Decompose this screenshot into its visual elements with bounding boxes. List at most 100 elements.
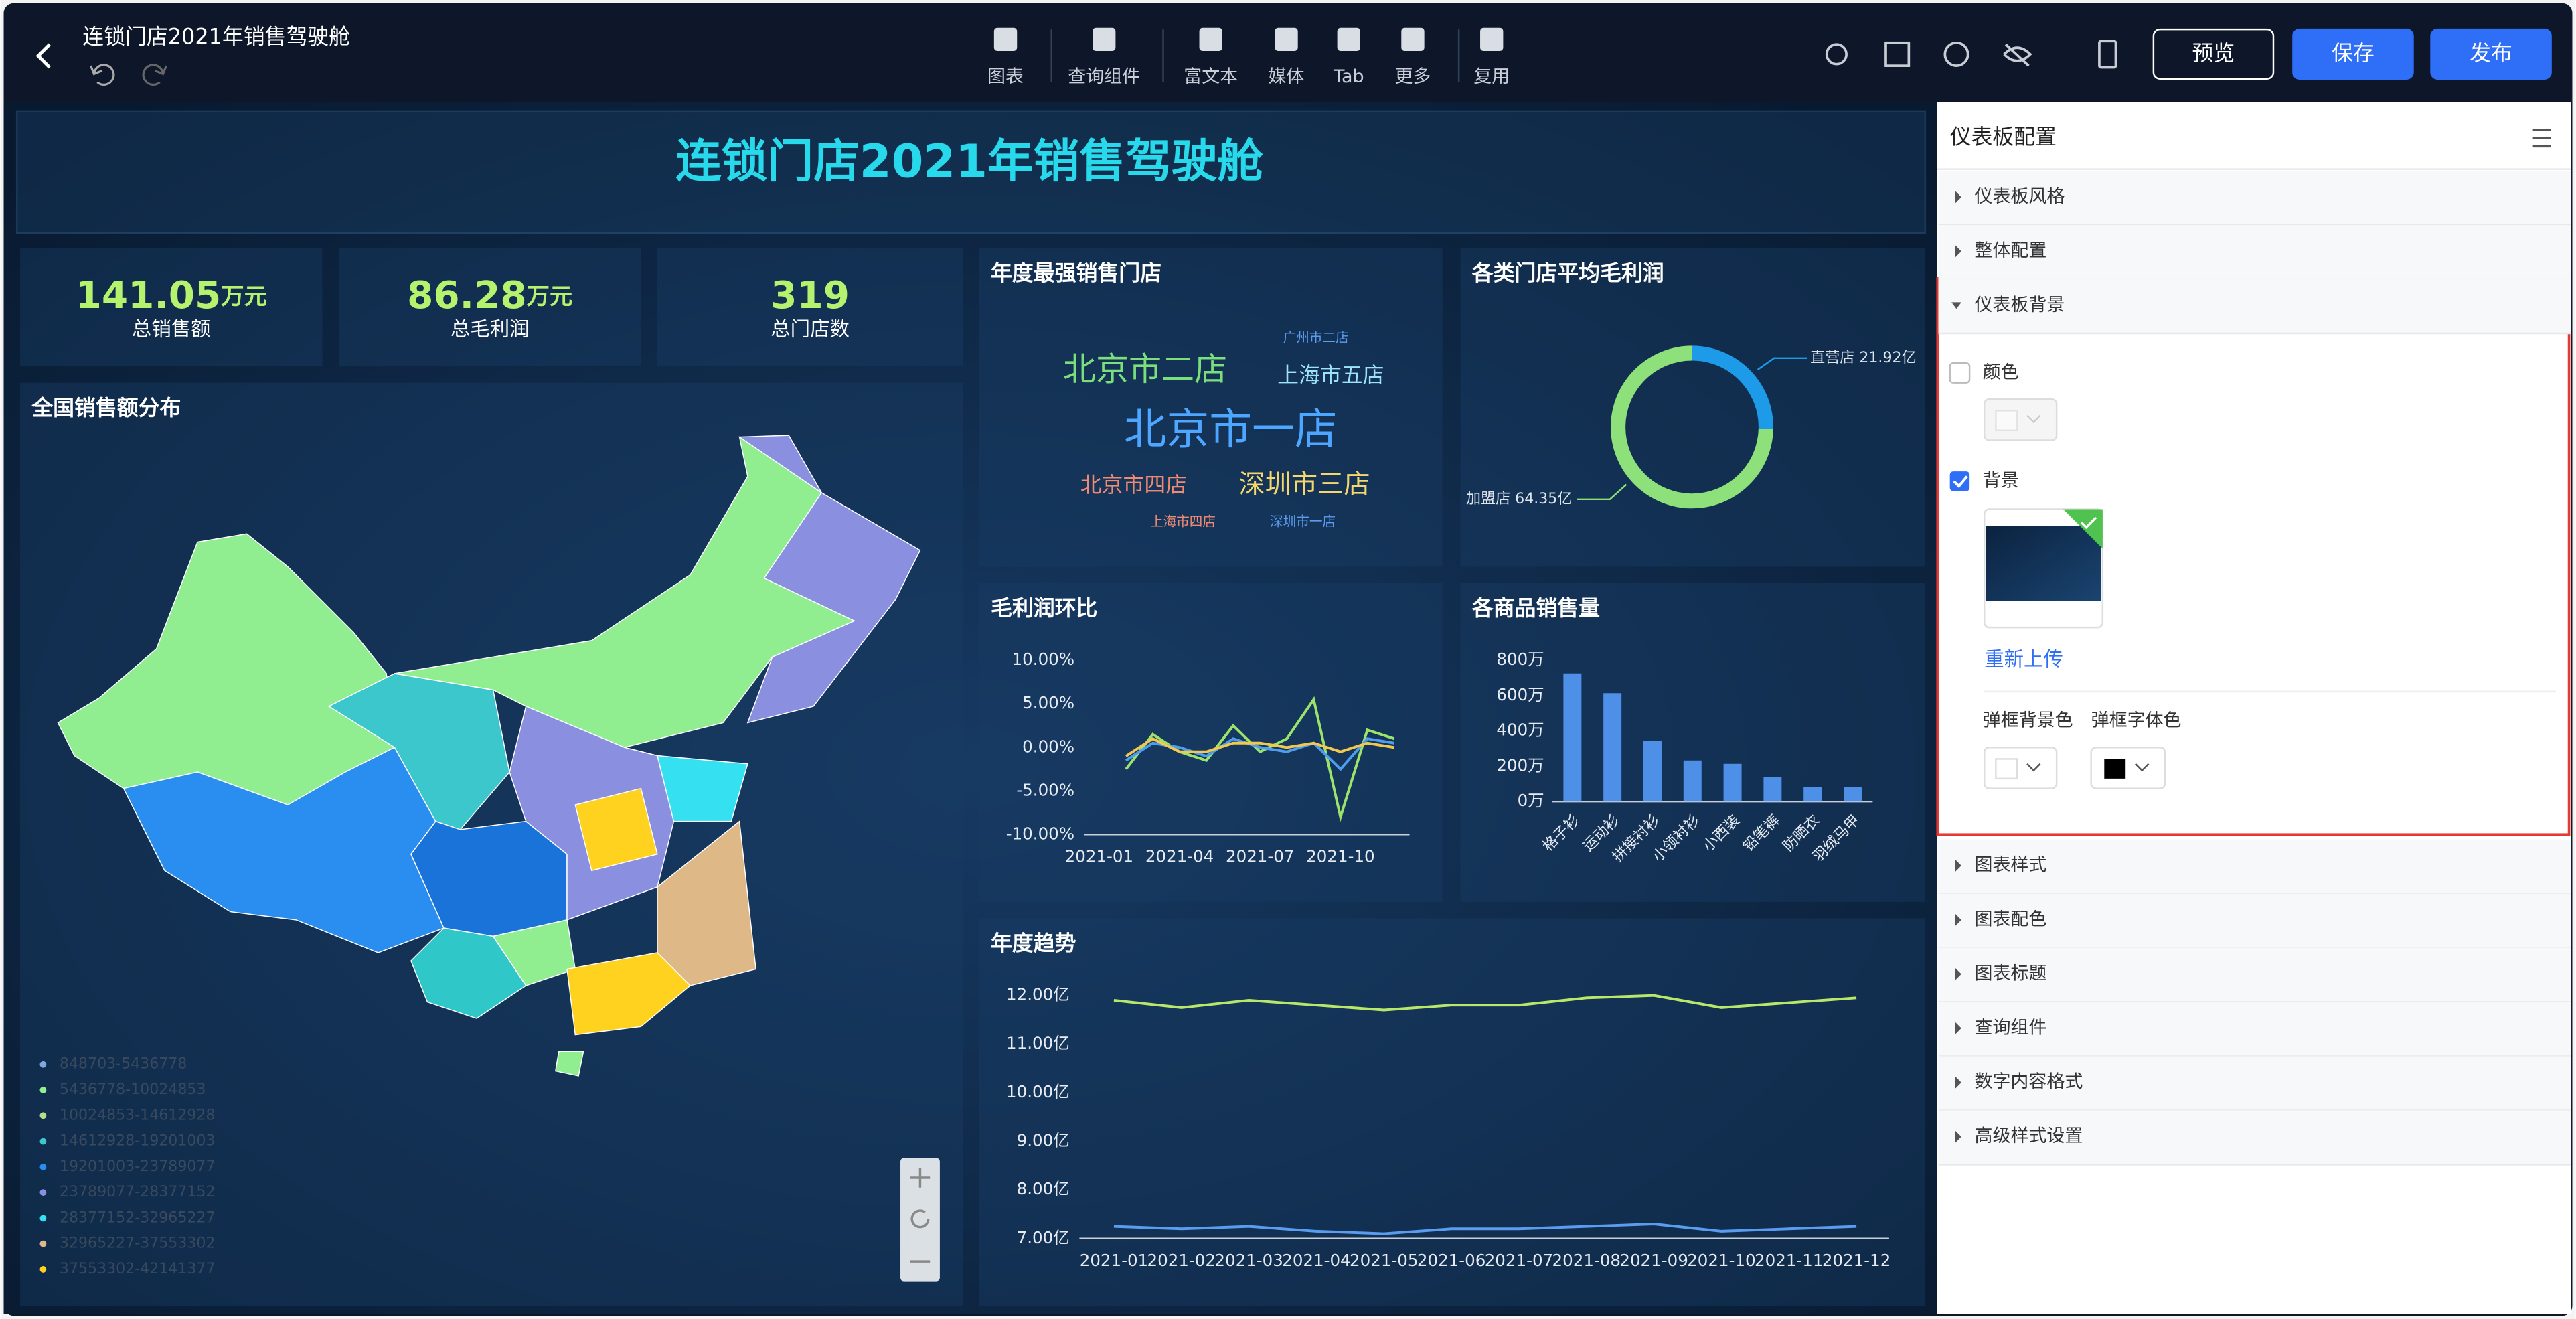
- legend-dot: [39, 1112, 47, 1119]
- back-button[interactable]: [35, 43, 51, 69]
- y-tick-label: 800万: [1496, 649, 1544, 669]
- map-region: [738, 435, 921, 724]
- legend-label: 28377152-32965227: [60, 1209, 216, 1226]
- swatch: [1995, 410, 2018, 431]
- option-label: 颜色: [1983, 362, 2019, 382]
- tool-icon: [1337, 27, 1360, 52]
- reupload-link[interactable]: 重新上传: [1984, 648, 2063, 671]
- legend-label: 32965227-37553302: [60, 1235, 216, 1252]
- x-tick-label: 2021-07: [1485, 1251, 1553, 1270]
- section-row[interactable]: [1938, 947, 2571, 1002]
- kpi-card: [657, 248, 963, 367]
- checkbox[interactable]: [1949, 362, 1971, 384]
- selected-corner: [2063, 509, 2103, 549]
- section-title: 图表样式: [1974, 854, 2046, 875]
- legend-dot: [39, 1215, 47, 1222]
- bar: [1643, 741, 1662, 802]
- y-tick-label: 200万: [1496, 755, 1544, 775]
- legend-dot: [39, 1240, 47, 1247]
- kpi-number: 86.28: [407, 274, 526, 317]
- legend-label: 5436778-10024853: [60, 1081, 206, 1098]
- section-title: 数字内容格式: [1974, 1071, 2083, 1092]
- legend-dot: [39, 1061, 47, 1068]
- x-tick-label: 2021-07: [1226, 847, 1294, 866]
- checkbox-checked[interactable]: [1949, 471, 1970, 491]
- y-tick-label: 10.00%: [1012, 649, 1074, 669]
- legend-dot: [39, 1087, 47, 1093]
- panel-menu[interactable]: [2532, 128, 2551, 148]
- y-tick-label: -5.00%: [1016, 780, 1074, 799]
- color-picker[interactable]: [2090, 747, 2166, 789]
- section-row[interactable]: [1938, 1002, 2571, 1057]
- tool-icon: [1480, 27, 1504, 52]
- word: 北京市一店: [1124, 405, 1338, 455]
- layout-icon[interactable]: [1884, 41, 1911, 67]
- y-tick-label: 0.00%: [1022, 736, 1074, 756]
- y-tick-label: 5.00%: [1022, 693, 1074, 712]
- chart-title: 全国销售额分布: [31, 395, 181, 420]
- option-label: 背景: [1983, 470, 2019, 491]
- section-row[interactable]: [1938, 225, 2571, 280]
- x-tick-label: 2021-12: [1822, 1251, 1890, 1270]
- section-row[interactable]: [1938, 839, 2571, 894]
- mobile-icon[interactable]: [2098, 40, 2117, 69]
- chart-panel: [979, 248, 1443, 567]
- x-tick-label: 2021-08: [1552, 1251, 1621, 1270]
- section-title: 图表标题: [1974, 963, 2046, 984]
- undo[interactable]: [90, 64, 115, 86]
- caret: [1955, 859, 1961, 872]
- swatch: [1995, 758, 2018, 780]
- section-row[interactable]: [1938, 1056, 2571, 1111]
- x-tick-label: 2021-05: [1350, 1251, 1418, 1270]
- legend-label: 23789077-28377152: [60, 1184, 216, 1200]
- bar: [1603, 693, 1622, 802]
- caret: [2026, 763, 2041, 772]
- chart-panel: [1460, 583, 1925, 902]
- kpi-value: 86.28万元: [407, 274, 572, 317]
- line-series: [1113, 1223, 1857, 1235]
- map-region: [657, 820, 756, 986]
- tool-label: 复用: [1473, 66, 1510, 87]
- caret: [1955, 244, 1961, 258]
- tool-label: Tab: [1333, 66, 1364, 87]
- theme-icon[interactable]: [1943, 41, 1969, 67]
- kpi-label: 总门店数: [771, 318, 850, 341]
- section-row[interactable]: [1938, 279, 2571, 334]
- kpi-number: 319: [771, 274, 850, 317]
- x-tick-label: 2021-11: [1755, 1251, 1823, 1270]
- button[interactable]: [2430, 28, 2552, 80]
- x-tick-label: 2021-04: [1145, 847, 1214, 866]
- section-row[interactable]: [1938, 1110, 2571, 1165]
- caret: [1955, 967, 1961, 981]
- settings-icon[interactable]: [1825, 43, 1848, 66]
- pie-label: 加盟店 64.35亿: [1466, 491, 1572, 508]
- caret: [1951, 302, 1961, 309]
- tool-icon: [1093, 27, 1116, 52]
- donut-segment: [1611, 345, 1773, 509]
- y-tick-label: 10.00亿: [1006, 1082, 1070, 1101]
- tool-icon: [1401, 27, 1425, 52]
- word: 深圳市三店: [1238, 470, 1370, 500]
- redo[interactable]: [142, 64, 167, 86]
- tool-label: 更多: [1394, 66, 1431, 87]
- chart-title: 各类门店平均毛利润: [1472, 260, 1664, 286]
- button[interactable]: [2292, 28, 2414, 80]
- word: 上海市五店: [1277, 362, 1384, 388]
- section-title: 图表配色: [1974, 909, 2046, 929]
- check: [2080, 516, 2097, 529]
- zoom-control[interactable]: [900, 1158, 940, 1282]
- chart-title: 年度最强销售门店: [991, 260, 1161, 286]
- x-tick-label: 2021-10: [1687, 1251, 1755, 1270]
- line-series: [1125, 736, 1394, 757]
- caret: [2135, 763, 2150, 772]
- value-label: 21.92亿: [1859, 350, 1916, 366]
- button[interactable]: [2152, 28, 2275, 80]
- hide-icon[interactable]: [2003, 43, 2032, 67]
- tool-icon: [1199, 27, 1222, 52]
- section-title: 查询组件: [1974, 1017, 2046, 1038]
- section-row[interactable]: [1938, 893, 2571, 948]
- section-row[interactable]: [1938, 171, 2571, 226]
- toolbar-icons: [1825, 40, 2117, 69]
- caret: [2026, 414, 2041, 424]
